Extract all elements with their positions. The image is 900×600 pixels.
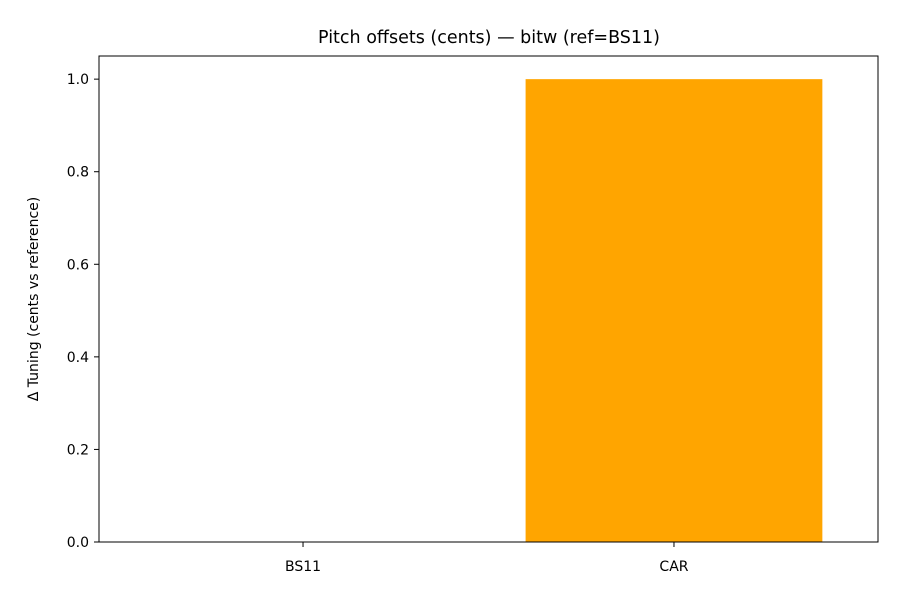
bar-car <box>525 79 823 543</box>
x-axis: BS11 CAR <box>285 542 689 575</box>
y-tick-label: 0.0 <box>67 535 89 551</box>
y-tick-label: 1.0 <box>67 72 89 88</box>
y-tick-label: 0.4 <box>67 350 89 366</box>
plot-area-frame <box>98 55 879 543</box>
y-axis: 0.0 0.2 0.4 0.6 0.8 1.0 <box>67 72 99 551</box>
chart-title: Pitch offsets (cents) — bitw (ref=BS11) <box>318 28 660 48</box>
y-tick-label: 0.2 <box>67 442 89 458</box>
x-tick-label: CAR <box>659 559 688 575</box>
y-tick-label: 0.8 <box>67 165 89 181</box>
bars-layer <box>525 79 823 543</box>
x-tick-label: BS11 <box>285 559 321 575</box>
y-axis-label: Δ Tuning (cents vs reference) <box>26 197 42 402</box>
y-tick-label: 0.6 <box>67 257 89 273</box>
